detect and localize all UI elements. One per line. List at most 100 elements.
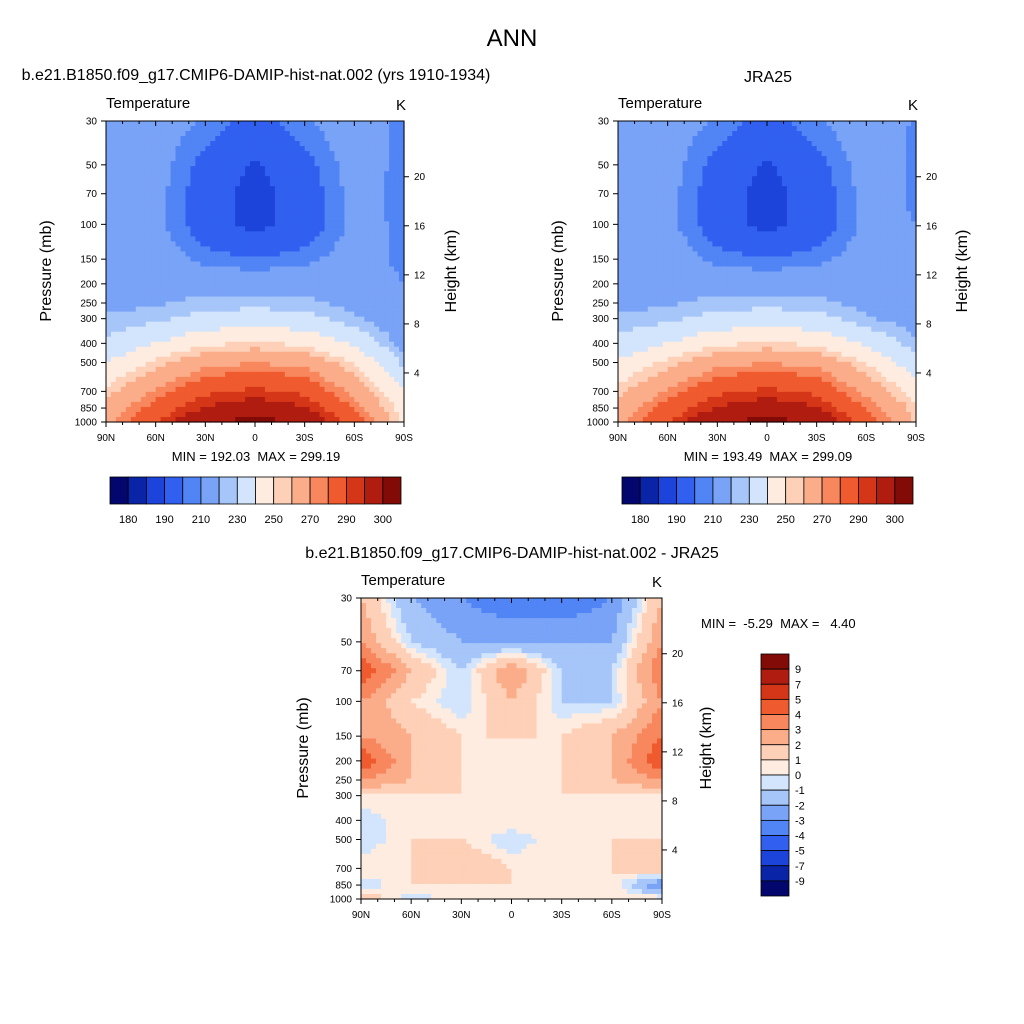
- panel1-contour-cell: [135, 191, 142, 197]
- panel2-contour-cell: [667, 131, 674, 137]
- panel1-contour-cell: [289, 176, 296, 182]
- panel1-contour-cell: [190, 176, 196, 182]
- panel1-contour-cell: [140, 251, 147, 258]
- panel1-contour-cell: [329, 346, 336, 353]
- panel1-contour-cell: [195, 316, 201, 323]
- panel1-contour-cell: [170, 286, 177, 293]
- panel1-contour-cell: [329, 246, 336, 253]
- panel2-contour-cell: [826, 136, 833, 142]
- lat-tick-label: 90S: [395, 433, 413, 444]
- panel1-contour-cell: [259, 206, 266, 212]
- panel2-contour-cell: [791, 211, 798, 217]
- panel1-contour-cell: [354, 181, 360, 187]
- panel1-contour-cell: [200, 176, 206, 182]
- panel2-contour-cell: [717, 121, 723, 127]
- panel1-contour-cell: [284, 316, 291, 323]
- panel1-contour-cell: [180, 206, 187, 212]
- panel2-contour-cell: [618, 131, 624, 137]
- panel1-contour-cell: [230, 331, 236, 338]
- panel1-contour-cell: [329, 221, 336, 227]
- panel1-contour-cell: [389, 146, 395, 152]
- panel1-contour-cell: [250, 301, 256, 308]
- panel1-contour-cell: [220, 366, 226, 373]
- panel1-contour-cell: [205, 311, 211, 318]
- panel1-contour-cell: [155, 411, 162, 418]
- panel2-contour-cell: [647, 176, 654, 182]
- panel2-contour-cell: [826, 141, 833, 147]
- panel2-contour-cell: [717, 161, 723, 167]
- panel1-contour-cell: [130, 166, 137, 172]
- panel2-contour-cell: [622, 196, 629, 202]
- panel1-contour-cell: [364, 151, 370, 157]
- panel1-contour-cell: [115, 356, 122, 363]
- panel2-contour-cell: [687, 211, 694, 217]
- panel1-contour-cell: [180, 231, 187, 237]
- panel1-contour-cell: [369, 206, 375, 212]
- panel1-contour-cell: [200, 306, 206, 313]
- panel1-contour-cell: [274, 121, 281, 127]
- panel1-contour-cell: [175, 151, 182, 157]
- panel1-contour-cell: [269, 121, 276, 127]
- panel2-contour-cell: [722, 131, 728, 137]
- panel2-contour-cell: [642, 151, 649, 157]
- panel1-contour-cell: [259, 341, 266, 348]
- panel2-contour-cell: [642, 141, 649, 147]
- panel1-contour-cell: [334, 161, 341, 167]
- panel1-contour-cell: [235, 131, 241, 137]
- panel1-contour-cell: [110, 356, 117, 363]
- panel2-contour-cell: [851, 181, 857, 187]
- panel1-contour-cell: [324, 266, 331, 273]
- panel1-contour-cell: [175, 146, 182, 152]
- panel1-contour-cell: [304, 121, 311, 127]
- panel1-contour-cell: [354, 346, 360, 353]
- panel1-contour-cell: [294, 206, 301, 212]
- panel2-contour-cell: [662, 191, 669, 197]
- panel1-contour-cell: [309, 171, 316, 177]
- panel1-contour-cell: [374, 221, 380, 227]
- panel1-contour-cell: [344, 271, 350, 278]
- panel1-contour-cell: [339, 231, 345, 237]
- panel1-contour-cell: [225, 136, 231, 142]
- panel1-contour-cell: [235, 416, 241, 423]
- panel1-contour-cell: [384, 161, 390, 167]
- panel2-contour-cell: [881, 146, 887, 152]
- panel1-contour-cell: [190, 251, 196, 258]
- panel1-contour-cell: [299, 331, 306, 338]
- panel1-contour-cell: [150, 251, 157, 258]
- panel1-contour-cell: [150, 396, 157, 403]
- panel1-contour-cell: [294, 376, 301, 383]
- panel2-contour-cell: [762, 206, 768, 212]
- panel2-contour-cell: [876, 121, 882, 127]
- panel1-contour-cell: [314, 336, 321, 343]
- panel1-contour-cell: [374, 161, 380, 167]
- panel1-contour-cell: [145, 281, 152, 288]
- panel2-contour-cell: [806, 211, 813, 217]
- panel2-contour-cell: [901, 186, 907, 192]
- panel1-contour-cell: [264, 266, 271, 273]
- panel1-contour-cell: [165, 226, 172, 232]
- panel1-contour-cell: [106, 191, 112, 197]
- panel1-contour-cell: [235, 181, 241, 187]
- panel2-contour-cell: [891, 196, 897, 202]
- panel1-contour-cell: [235, 331, 241, 338]
- panel1-contour-cell: [110, 406, 117, 413]
- panel1-contour-cell: [250, 396, 256, 403]
- panel1-contour-cell: [349, 141, 355, 147]
- panel2-contour-cell: [647, 126, 654, 132]
- panel1-contour-cell: [314, 211, 321, 217]
- panel1-contour-cell: [344, 126, 350, 132]
- panel1-contour-cell: [264, 361, 271, 368]
- panel1-contour-cell: [304, 186, 311, 192]
- panel1-contour-cell: [120, 236, 127, 242]
- panel2-contour-cell: [667, 161, 674, 167]
- panel1-contour-cell: [205, 411, 211, 418]
- panel1-contour-cell: [359, 236, 365, 242]
- panel1-contour-cell: [334, 121, 341, 127]
- panel1-contour-cell: [379, 386, 385, 393]
- panel2-contour-cell: [627, 186, 634, 192]
- panel1-contour-cell: [284, 366, 291, 373]
- panel1-contour-cell: [324, 176, 331, 182]
- panel1-contour-cell: [394, 356, 400, 363]
- panel1-contour-cell: [180, 331, 187, 338]
- panel1-contour-cell: [259, 376, 266, 383]
